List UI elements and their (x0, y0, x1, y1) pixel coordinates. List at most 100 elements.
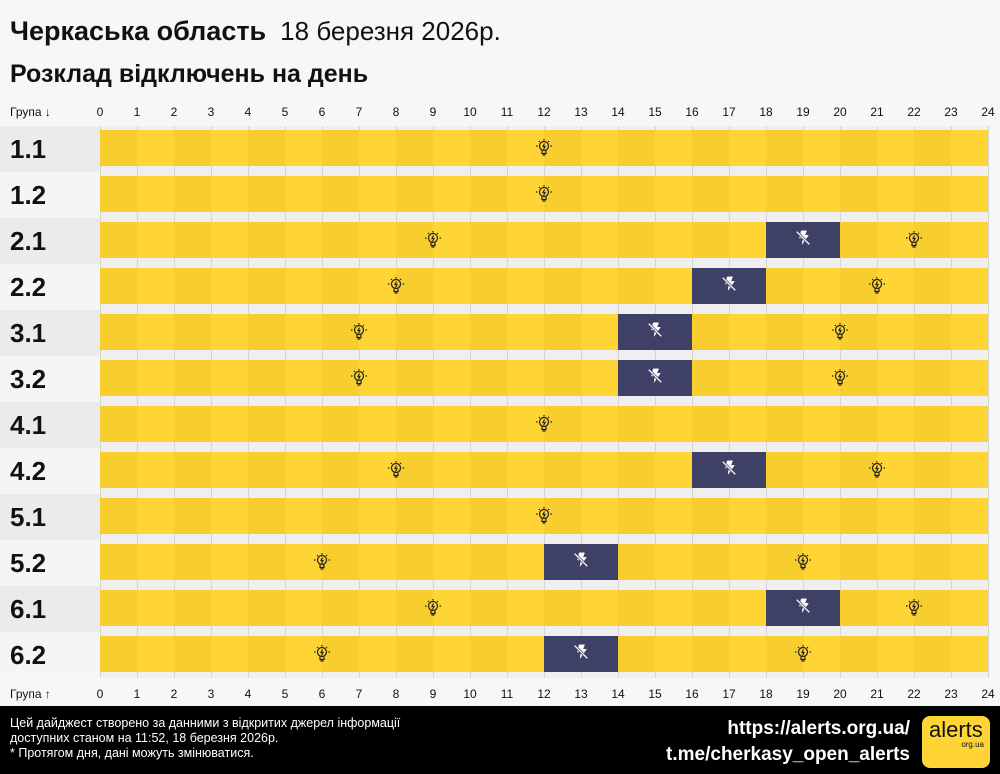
group-row: 4.2 (0, 448, 1000, 494)
hour-tick: 21 (870, 687, 884, 701)
no-power-icon (572, 643, 590, 666)
hour-shade (470, 130, 507, 166)
hour-shade (692, 636, 729, 672)
group-row: 2.1 (0, 218, 1000, 264)
hour-shade (248, 130, 285, 166)
lightbulb-icon (794, 552, 812, 572)
hour-tick: 16 (685, 687, 699, 701)
hour-shade (618, 130, 655, 166)
group-track (100, 218, 989, 264)
date: 18 березня 2026р. (280, 16, 501, 46)
lightbulb-icon (794, 644, 812, 664)
hour-shade (396, 360, 433, 396)
hour-shade (396, 544, 433, 580)
group-track (100, 586, 989, 632)
hour-tick: 24 (981, 687, 995, 701)
no-power-icon (720, 459, 738, 482)
footer: Цей дайджест створено за данними з відкр… (0, 706, 1000, 774)
lightbulb-icon (350, 368, 368, 388)
hour-shade (174, 452, 211, 488)
hour-tick: 13 (574, 105, 588, 119)
hour-shade (322, 360, 359, 396)
lightbulb-icon (868, 460, 886, 480)
lightbulb-icon (831, 368, 849, 388)
hour-shade (692, 222, 729, 258)
hour-shade (544, 498, 581, 534)
hour-shade (396, 130, 433, 166)
hour-shade (766, 314, 803, 350)
hour-shade (100, 314, 137, 350)
gridline (988, 402, 989, 448)
hour-shade (100, 590, 137, 626)
hour-shade (248, 268, 285, 304)
hour-tick: 22 (907, 105, 921, 119)
hour-shade (840, 130, 877, 166)
hour-shade (766, 636, 803, 672)
gridline (988, 356, 989, 402)
hour-tick: 6 (318, 687, 326, 701)
group-track (100, 126, 989, 172)
gridline (988, 172, 989, 218)
hour-shade (914, 544, 951, 580)
hour-tick: 8 (392, 687, 400, 701)
hour-tick: 16 (685, 105, 699, 119)
hour-tick: 14 (611, 105, 625, 119)
hour-shade (544, 406, 581, 442)
group-row: 4.1 (0, 402, 1000, 448)
group-track (100, 540, 989, 586)
hour-tick: 3 (207, 687, 215, 701)
lightbulb-icon (535, 506, 553, 526)
hour-shade (322, 498, 359, 534)
hour-shade (544, 268, 581, 304)
logo-text: alerts (929, 717, 983, 742)
hour-shade (692, 590, 729, 626)
hour-shade (914, 498, 951, 534)
hour-shade (544, 314, 581, 350)
hour-tick: 9 (429, 687, 437, 701)
hour-shade (840, 314, 877, 350)
hour-shade (248, 636, 285, 672)
site-link[interactable]: https://alerts.org.ua/ (727, 718, 910, 739)
no-power-icon (572, 551, 590, 574)
hour-shade (174, 406, 211, 442)
hour-shade (618, 406, 655, 442)
hour-shade (100, 176, 137, 212)
hour-shade (914, 406, 951, 442)
group-name: 2.2 (0, 264, 100, 310)
lightbulb-icon (905, 230, 923, 250)
hour-shade (396, 406, 433, 442)
hour-shade (322, 176, 359, 212)
hour-tick: 5 (281, 105, 289, 119)
hour-axis-bottom: Група ↑ 0 1 2 3 4 5 6 7 8 9 10 11 12 13 14 15 16 17 18 19 20 2… (0, 682, 1000, 706)
hour-shade (544, 590, 581, 626)
hour-tick: 10 (463, 687, 477, 701)
lightbulb-icon (313, 644, 331, 664)
hour-shade (322, 268, 359, 304)
hour-shade (544, 176, 581, 212)
no-power-icon (794, 229, 812, 252)
hour-shade (396, 222, 433, 258)
power-off-segment (692, 268, 766, 304)
hour-shade (766, 360, 803, 396)
schedule-grid: 1.1 1.2 2.1 2.2 3.1 3.2 4.1 4.2 5.1 5.2 6.1 6.2 (0, 126, 1000, 678)
lightbulb-icon (831, 322, 849, 342)
hour-tick: 24 (981, 105, 995, 119)
hour-shade (840, 590, 877, 626)
lightbulb-icon (387, 276, 405, 296)
hour-tick: 11 (500, 105, 514, 119)
hour-shade (174, 268, 211, 304)
hour-shade (248, 314, 285, 350)
group-row: 1.1 (0, 126, 1000, 172)
hour-shade (840, 636, 877, 672)
hour-shade (470, 590, 507, 626)
hour-shade (322, 130, 359, 166)
group-name: 5.2 (0, 540, 100, 586)
group-row: 3.2 (0, 356, 1000, 402)
hour-shade (840, 452, 877, 488)
hour-shade (470, 268, 507, 304)
hour-tick: 6 (318, 105, 326, 119)
hour-shade (618, 452, 655, 488)
hour-shade (174, 176, 211, 212)
hour-tick: 12 (537, 105, 551, 119)
telegram-link[interactable]: t.me/cherkasy_open_alerts (666, 744, 910, 765)
